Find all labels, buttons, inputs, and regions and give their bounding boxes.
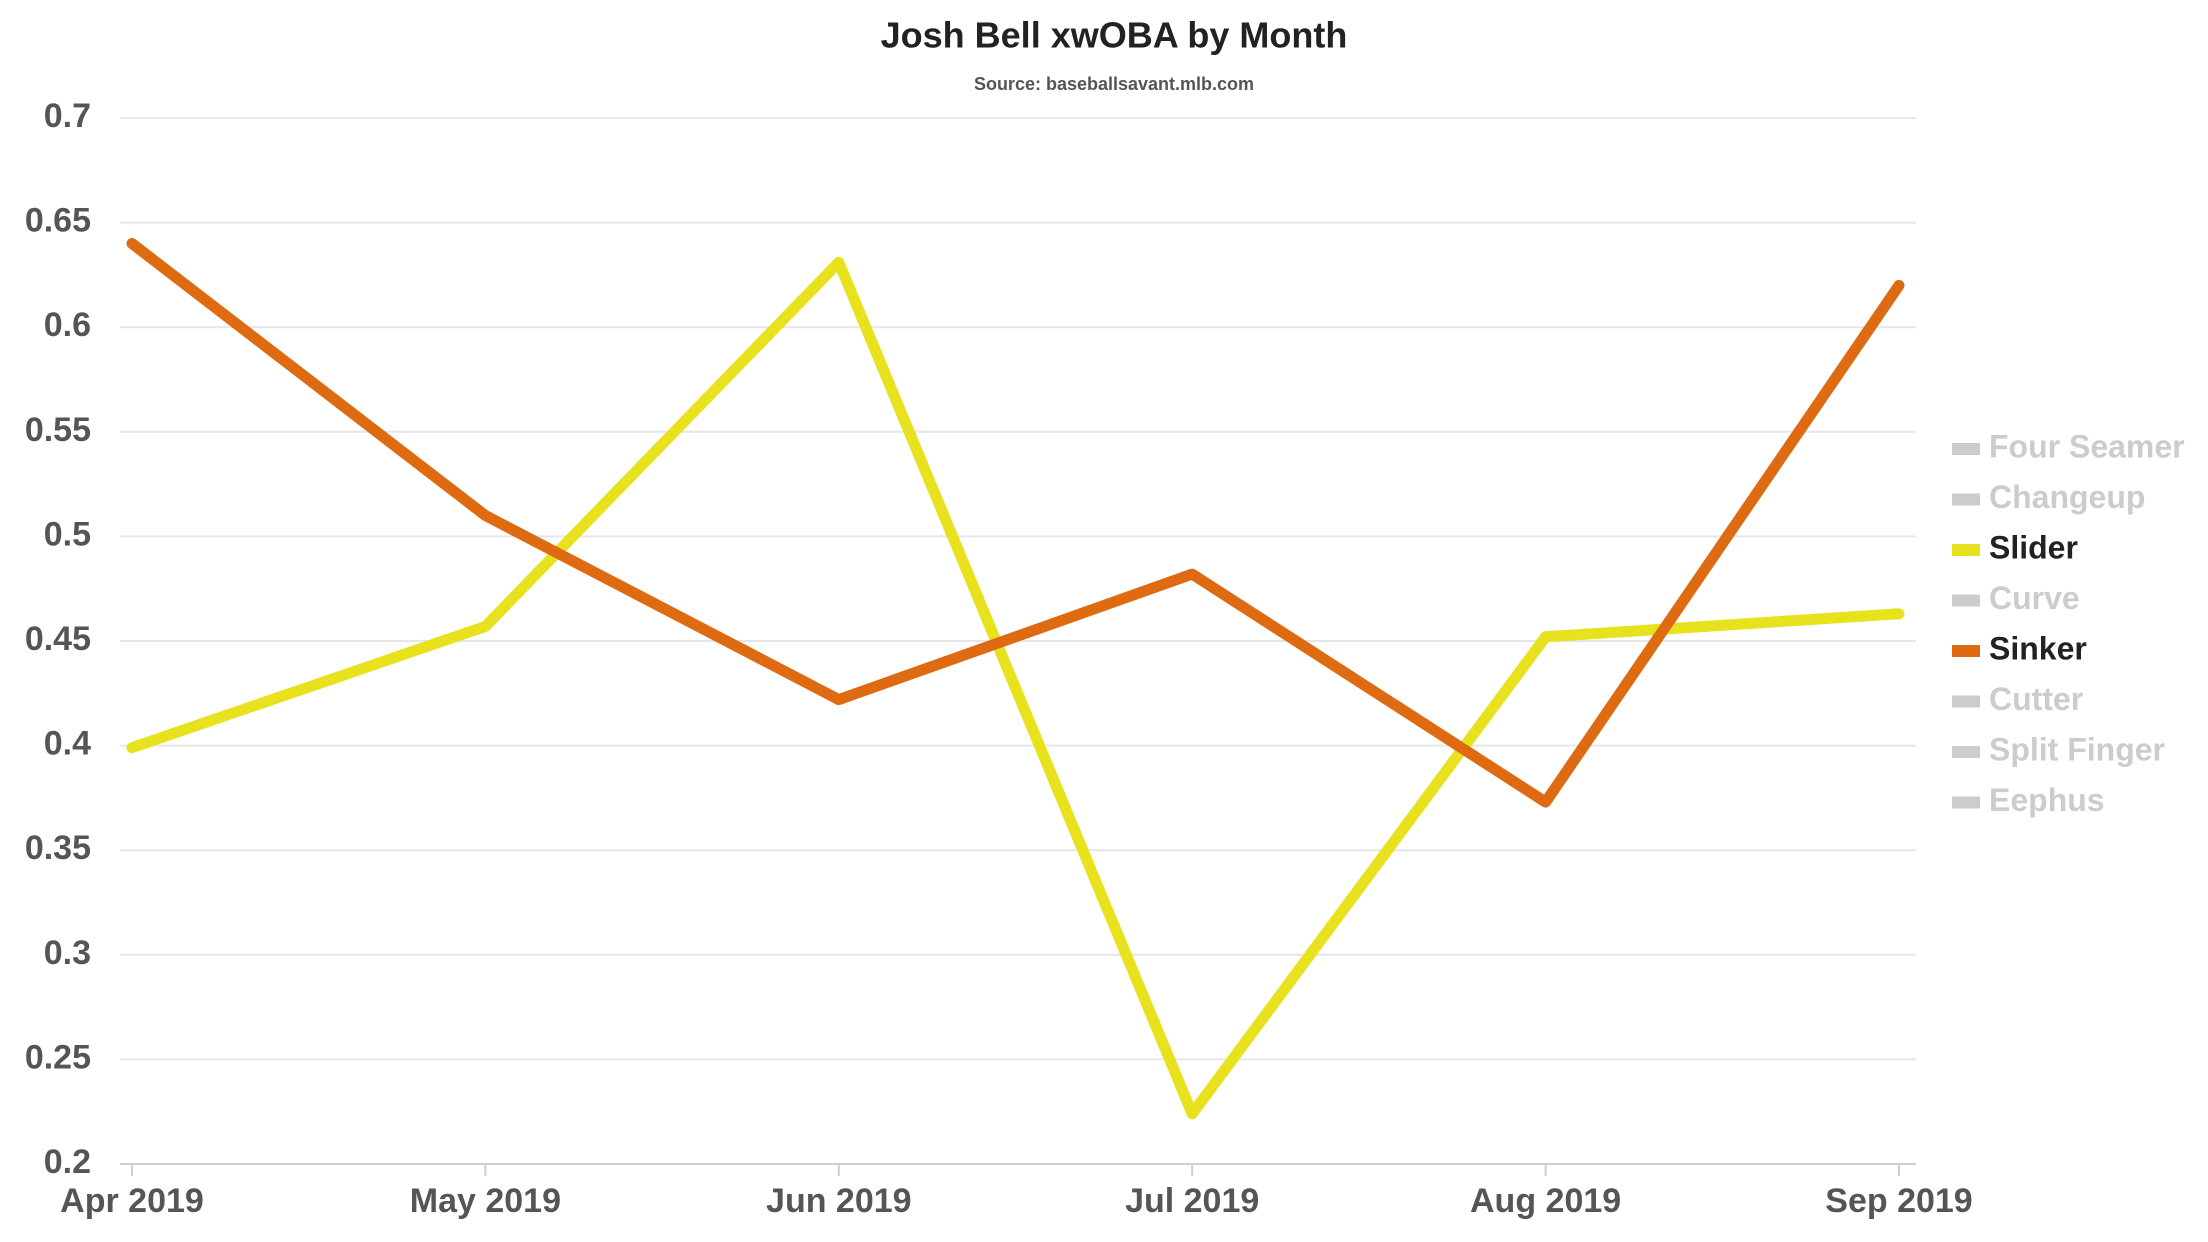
y-tick-label: 0.45 bbox=[25, 620, 91, 658]
y-tick-label: 0.5 bbox=[44, 515, 91, 553]
y-tick-label: 0.4 bbox=[44, 725, 91, 763]
y-tick-label: 0.3 bbox=[44, 934, 91, 972]
chart-title: Josh Bell xwOBA by Month bbox=[881, 15, 1348, 56]
y-tick-label: 0.6 bbox=[44, 306, 91, 344]
y-tick-label: 0.65 bbox=[25, 202, 91, 240]
legend-label: Changeup bbox=[1989, 479, 2145, 515]
y-tick-label: 0.55 bbox=[25, 411, 91, 449]
legend-swatch bbox=[1952, 796, 1980, 809]
x-tick-label: Aug 2019 bbox=[1470, 1182, 1621, 1220]
legend-label: Split Finger bbox=[1989, 731, 2165, 767]
chart-subtitle: Source: baseballsavant.mlb.com bbox=[974, 74, 1254, 94]
legend-label: Cutter bbox=[1989, 681, 2083, 717]
y-tick-label: 0.35 bbox=[25, 829, 91, 867]
legend-label: Eephus bbox=[1989, 782, 2105, 818]
legend-label: Four Seamer bbox=[1989, 428, 2185, 464]
legend-label: Curve bbox=[1989, 580, 2080, 616]
y-tick-label: 0.25 bbox=[25, 1038, 91, 1076]
x-tick-label: Sep 2019 bbox=[1825, 1182, 1972, 1220]
legend-swatch bbox=[1952, 443, 1980, 455]
legend-swatch bbox=[1952, 695, 1980, 708]
legend-label: Sinker bbox=[1989, 630, 2087, 666]
legend-swatch bbox=[1952, 544, 1980, 556]
x-tick-label: Jun 2019 bbox=[766, 1182, 912, 1220]
legend-swatch bbox=[1952, 645, 1980, 657]
legend-swatch bbox=[1952, 493, 1980, 506]
y-tick-label: 0.2 bbox=[44, 1143, 91, 1181]
series-line bbox=[126, 256, 1905, 1120]
x-tick-label: May 2019 bbox=[410, 1182, 561, 1220]
series-line bbox=[126, 238, 1905, 808]
x-tick-label: Apr 2019 bbox=[60, 1182, 204, 1220]
legend-label: Slider bbox=[1989, 529, 2078, 565]
y-tick-label: 0.7 bbox=[44, 97, 91, 135]
legend-swatch bbox=[1952, 746, 1980, 758]
legend-swatch bbox=[1952, 594, 1980, 607]
x-tick-label: Jul 2019 bbox=[1125, 1182, 1259, 1220]
